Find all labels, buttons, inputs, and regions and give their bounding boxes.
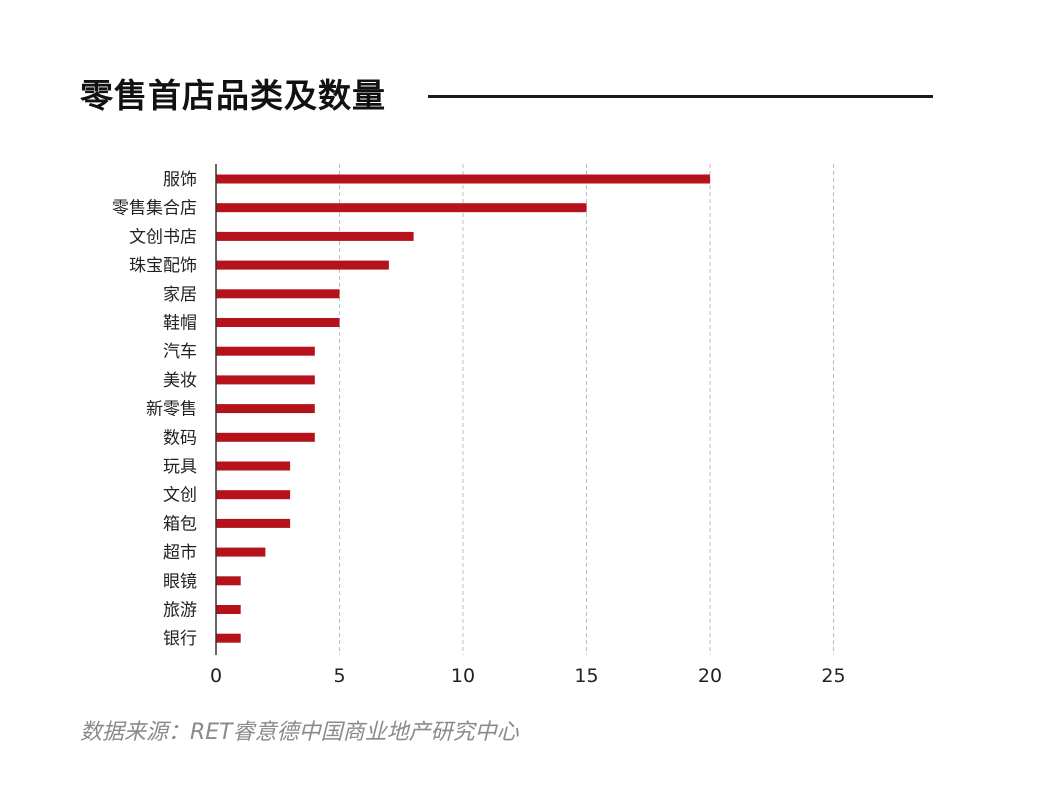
category-label-4: 家居	[163, 285, 197, 305]
chart-title: 零售首店品类及数量	[80, 76, 386, 115]
bar-6	[216, 346, 315, 356]
category-label-6: 汽车	[163, 342, 197, 362]
category-label-3: 珠宝配饰	[129, 256, 197, 276]
grid-lines	[339, 164, 834, 655]
category-label-1: 零售集合店	[112, 199, 197, 219]
category-label-12: 箱包	[163, 514, 197, 534]
category-label-15: 旅游	[163, 601, 197, 621]
category-label-13: 超市	[163, 543, 197, 563]
bar-12	[216, 518, 291, 528]
bar-3	[216, 260, 389, 270]
bar-8	[216, 404, 315, 414]
category-label-0: 服饰	[163, 170, 197, 190]
bar-11	[216, 490, 291, 500]
bar-2	[216, 231, 414, 241]
bar-0	[216, 174, 710, 184]
bar-7	[216, 375, 315, 385]
category-label-11: 文创	[163, 486, 197, 506]
category-label-7: 美妆	[163, 371, 197, 391]
category-label-14: 眼镜	[163, 572, 197, 592]
x-tick-label-0: 0	[210, 665, 222, 687]
bar-1	[216, 203, 587, 213]
category-label-9: 数码	[163, 428, 197, 448]
bar-16	[216, 633, 241, 643]
x-tick-label-5: 5	[333, 665, 345, 687]
category-label-5: 鞋帽	[163, 314, 197, 334]
x-tick-label-25: 25	[821, 665, 845, 687]
category-label-16: 银行	[163, 629, 197, 649]
category-label-8: 新零售	[146, 400, 197, 420]
category-label-2: 文创书店	[129, 227, 197, 247]
title-rule	[428, 95, 933, 98]
category-labels: 服饰零售集合店文创书店珠宝配饰家居鞋帽汽车美妆新零售数码玩具文创箱包超市眼镜旅游…	[112, 170, 197, 649]
source-note: 数据来源：RET睿意德中国商业地产研究中心	[80, 720, 519, 745]
x-tick-label-10: 10	[451, 665, 475, 687]
bar-15	[216, 605, 241, 614]
bar-9	[216, 432, 315, 442]
x-tick-label-20: 20	[698, 665, 722, 687]
bar-13	[216, 547, 266, 557]
bar-5	[216, 318, 340, 327]
bar-4	[216, 289, 340, 299]
bar-10	[216, 461, 291, 471]
bar-14	[216, 576, 241, 586]
x-tick-label-15: 15	[574, 665, 598, 687]
tick-labels: 0 5 10 15 20 25	[210, 665, 846, 687]
bars	[216, 174, 710, 643]
category-label-10: 玩具	[163, 457, 197, 477]
